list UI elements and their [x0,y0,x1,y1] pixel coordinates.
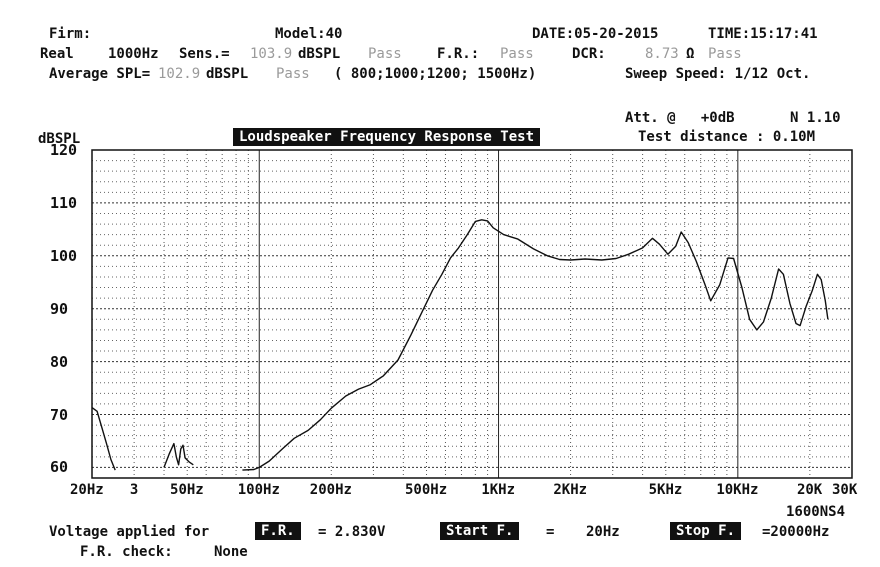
y-tick-label: 60 [50,458,69,477]
average-spl-label: Average SPL= [49,66,151,82]
x-tick-label: 10KHz [716,482,759,498]
firm-label: Firm: [49,26,92,42]
model-code: 1600NS4 [786,504,846,520]
x-tick-label: 200Hz [309,482,352,498]
x-tick-label: 5KHz [648,482,683,498]
attenuation-label: Att. @ +0dB [625,110,735,126]
sweep-speed: Sweep Speed: 1/12 Oct. [625,66,811,82]
x-tick-label: 20K [796,482,823,498]
chart-series [91,219,829,471]
average-spl-status: Pass [276,66,310,82]
sens-unit: dBSPL [298,46,341,62]
date-label: DATE:05-20-2015 [532,26,659,42]
voltage-value: = 2.830V [318,524,386,540]
sens-value: 103.9 [250,46,293,62]
start-frequency-box: Start F. [440,522,520,540]
x-tick-label: 20Hz [70,482,104,498]
y-tick-label: 110 [50,193,78,212]
average-spl-unit: dBSPL [206,66,249,82]
response-curve [91,407,116,471]
sens-label: Sens.= [179,46,230,62]
x-tick-label: 3 [129,482,139,498]
response-curve [163,442,194,468]
real-label: Real [40,46,74,62]
dcr-label: DCR: [572,46,606,62]
stop-frequency-value: =20000Hz [762,524,830,540]
start-frequency-value: 20Hz [586,524,620,540]
dcr-value: 8.73 [645,46,679,62]
start-frequency-equals: = [546,524,555,540]
average-frequencies: ( 800;1000;1200; 1500Hz) [334,66,537,82]
fr-box: F.R. [255,522,301,540]
dcr-unit: Ω [686,46,695,62]
y-tick-label: 120 [50,141,78,159]
measure-frequency: 1000Hz [108,46,159,62]
stop-frequency-box: Stop F. [670,522,742,540]
fr-label: F.R.: [437,46,480,62]
voltage-label: Voltage applied for [49,524,210,540]
x-tick-label: 500Hz [405,482,448,498]
x-tick-label: 2KHz [553,482,588,498]
y-tick-label: 80 [50,352,69,371]
x-tick-label: 100Hz [237,482,280,498]
plot-border [91,149,853,479]
y-axis-label: dBSPL [38,131,81,147]
dcr-status: Pass [708,46,742,62]
fr-status: Pass [500,46,534,62]
x-tick-label: 50Hz [170,482,204,498]
response-curve [242,219,829,471]
x-tick-label: 1KHz [481,482,516,498]
n-value: N 1.10 [790,110,841,126]
chart-frame [91,149,853,479]
y-tick-label: 90 [50,299,69,318]
fr-check-label: F.R. check: [80,544,173,560]
time-label: TIME:15:17:41 [708,26,818,42]
chart-title: Loudspeaker Frequency Response Test [233,128,541,146]
test-distance: Test distance : 0.10M [638,129,816,145]
x-tick-label: 30K [832,482,858,498]
average-spl-value: 102.9 [158,66,201,82]
chart-grid [92,150,852,478]
y-tick-label: 100 [50,246,78,265]
fr-check-value: None [214,544,248,560]
sens-status: Pass [368,46,402,62]
model-label: Model:40 [275,26,343,42]
y-tick-label: 70 [50,405,69,424]
